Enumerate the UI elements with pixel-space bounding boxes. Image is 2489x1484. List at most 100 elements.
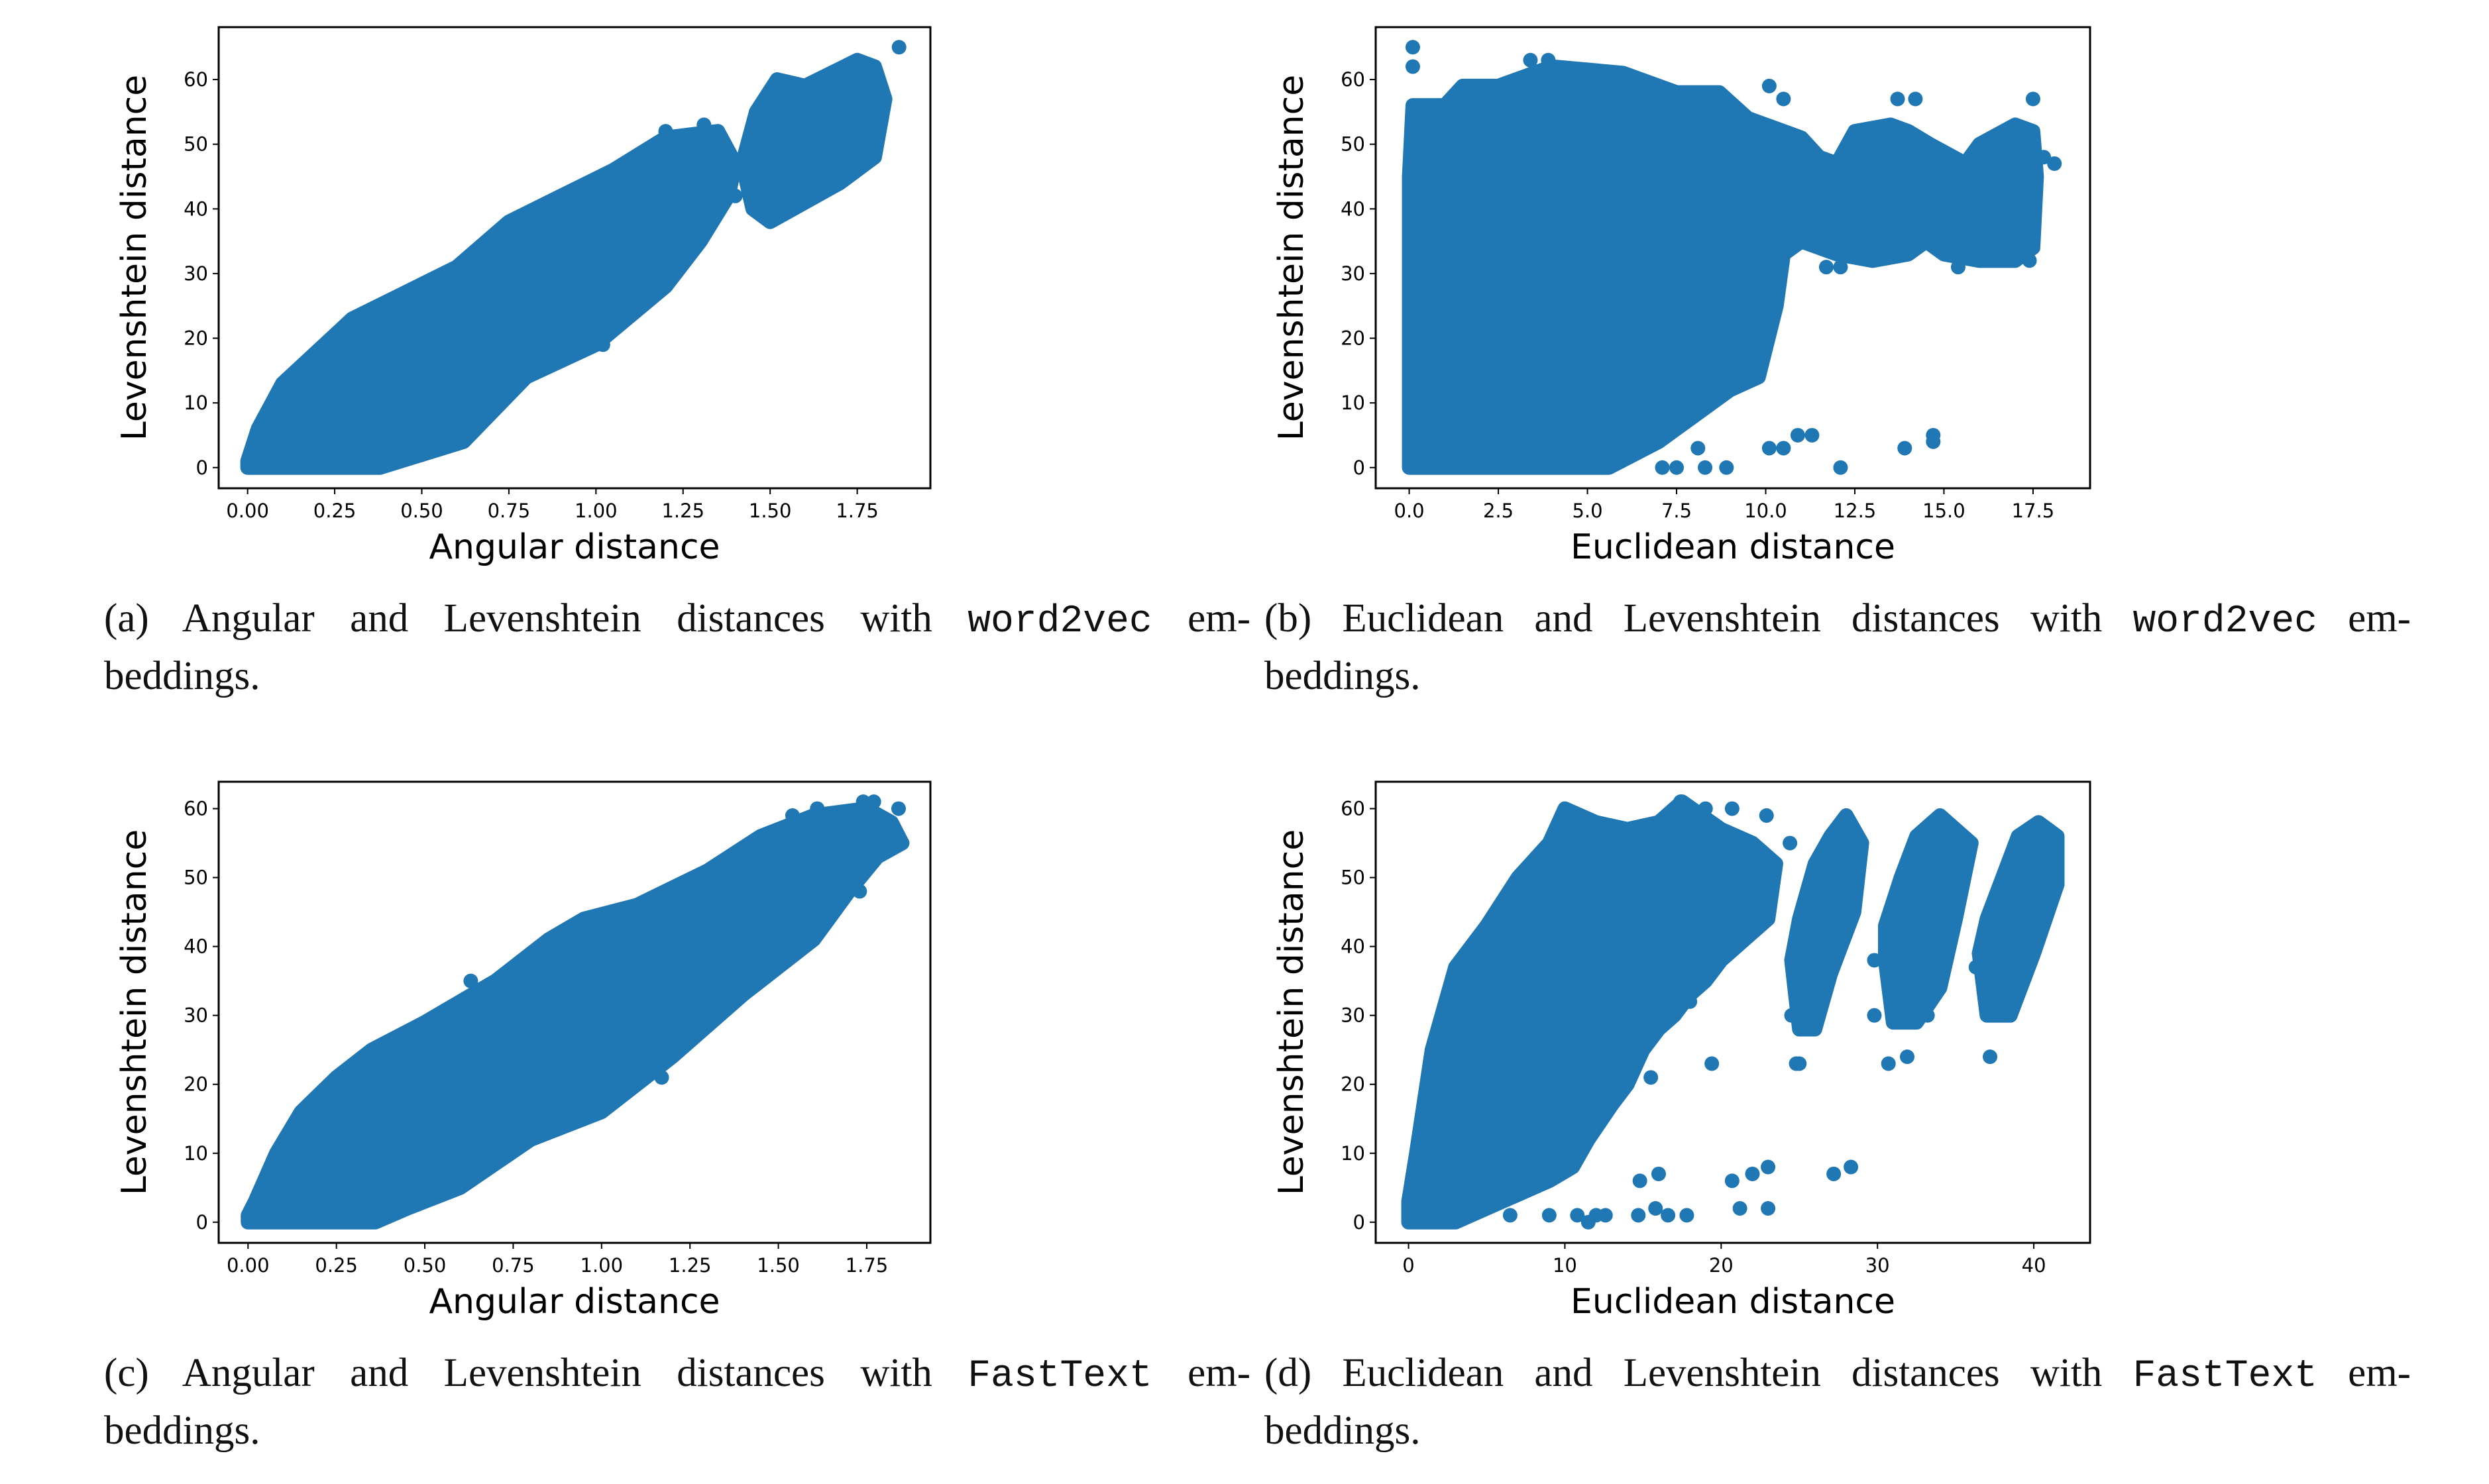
x-tick-label: 1.00 [581, 1254, 624, 1277]
x-tick-label: 1.75 [846, 1254, 889, 1277]
x-tick-label: 1.50 [749, 500, 792, 522]
data-point [1405, 59, 1420, 74]
data-point [1818, 260, 1834, 275]
data-point [1673, 794, 1688, 810]
dense-point-cluster [241, 801, 910, 1230]
data-point [1502, 1208, 1518, 1223]
data-point [453, 434, 468, 449]
caption-code: word2vec [2132, 600, 2317, 643]
y-tick-label: 20 [184, 1073, 208, 1096]
y-tick-label: 50 [1341, 867, 1365, 889]
x-tick-label: 0.75 [492, 1254, 535, 1277]
data-point [654, 1070, 669, 1085]
data-point [1867, 953, 1882, 968]
data-point [1643, 1070, 1659, 1085]
dense-point-cluster [735, 52, 893, 229]
data-point [2001, 1008, 2017, 1023]
x-tick-label: 17.5 [2012, 500, 2055, 522]
data-point [1632, 1173, 1647, 1189]
data-point [891, 801, 906, 816]
y-tick-label: 60 [1341, 68, 1365, 91]
y-tick-label: 60 [1341, 798, 1365, 820]
plot-area [1402, 40, 2062, 475]
caption-text: (c) Angular and Levenshtein distances wi… [104, 1351, 968, 1395]
data-point [1761, 441, 1777, 456]
data-point [1724, 801, 1740, 816]
y-tick-label: 60 [184, 798, 208, 820]
plot-area [240, 40, 907, 475]
x-tick-label: 0.25 [313, 500, 357, 522]
y-tick-label: 20 [1341, 1073, 1365, 1096]
data-point [1926, 434, 1941, 449]
data-point [1761, 1200, 1776, 1216]
caption-text: em- [1152, 1351, 1251, 1395]
axes-frame [1374, 26, 2091, 490]
data-point [1719, 460, 1734, 475]
data-point [1759, 808, 1774, 823]
y-axis-label: Levenshtein distance [1272, 75, 1311, 441]
data-point [1908, 91, 1923, 107]
dense-point-cluster [1971, 815, 2065, 1023]
x-tick-label: 0.75 [488, 500, 531, 522]
y-tick-label: 10 [1341, 1142, 1365, 1165]
data-point [1920, 1008, 1935, 1023]
caption-text: em- [2317, 596, 2411, 641]
x-tick-label: 1.25 [669, 1254, 712, 1277]
plot-area [241, 794, 910, 1230]
x-tick-label: 1.00 [575, 500, 618, 522]
data-point [1570, 1208, 1585, 1223]
data-point [1826, 1166, 1842, 1181]
data-point [1598, 1208, 1613, 1223]
y-tick-label: 0 [196, 1211, 208, 1234]
data-point [2036, 150, 2052, 165]
data-point [1683, 994, 1698, 1009]
data-point [1833, 460, 1848, 475]
data-point [1881, 1056, 1896, 1071]
data-point [2022, 253, 2037, 268]
caption-text: (b) Euclidean and Levenshtein distances … [1264, 596, 2133, 641]
x-tick-label: 0.50 [404, 1254, 447, 1277]
x-axis-label: Euclidean distance [1571, 527, 1895, 567]
axes-frame [1374, 780, 2091, 1244]
data-point [595, 337, 610, 352]
data-point [1950, 260, 1965, 275]
x-tick-label: 0 [1402, 1254, 1414, 1277]
x-tick-label: 1.50 [757, 1254, 800, 1277]
y-tick-label: 0 [1353, 1211, 1365, 1234]
dense-point-cluster [1784, 808, 1869, 1037]
x-axis-label: Angular distance [429, 1282, 720, 1322]
x-axis-label: Euclidean distance [1571, 1282, 1895, 1322]
y-tick-label: 30 [184, 1004, 208, 1027]
x-tick-label: 30 [1865, 1254, 1890, 1277]
y-tick-label: 60 [184, 68, 208, 91]
x-tick-label: 0.0 [1394, 500, 1425, 522]
caption-b: (b) Euclidean and Levenshtein distances … [1264, 592, 2411, 704]
data-point [1783, 835, 1798, 851]
data-point [1784, 1008, 1799, 1023]
y-tick-label: 30 [184, 262, 208, 285]
caption-text: beddings. [104, 654, 260, 698]
data-point [1541, 52, 1556, 68]
data-point [2047, 156, 2062, 171]
y-tick-label: 10 [184, 1142, 208, 1165]
axes-frame [217, 780, 932, 1244]
x-tick-label: 1.25 [661, 500, 704, 522]
x-tick-label: 0.50 [400, 500, 443, 522]
data-point [1844, 1159, 1859, 1175]
data-point [1732, 1200, 1747, 1216]
caption-text: beddings. [104, 1408, 260, 1453]
x-tick-label: 0.00 [226, 500, 269, 522]
y-tick-label: 50 [184, 133, 208, 156]
caption-c: (c) Angular and Levenshtein distances wi… [104, 1346, 1250, 1458]
y-axis-label: Levenshtein distance [115, 829, 154, 1195]
y-tick-label: 50 [1341, 133, 1365, 156]
data-point [1968, 959, 1983, 975]
data-point [696, 117, 712, 132]
caption-text: (d) Euclidean and Levenshtein distances … [1264, 1351, 2133, 1395]
x-tick-label: 10.0 [1744, 500, 1787, 522]
data-point [1704, 1056, 1720, 1071]
data-point [658, 124, 673, 139]
data-point [1698, 460, 1713, 475]
